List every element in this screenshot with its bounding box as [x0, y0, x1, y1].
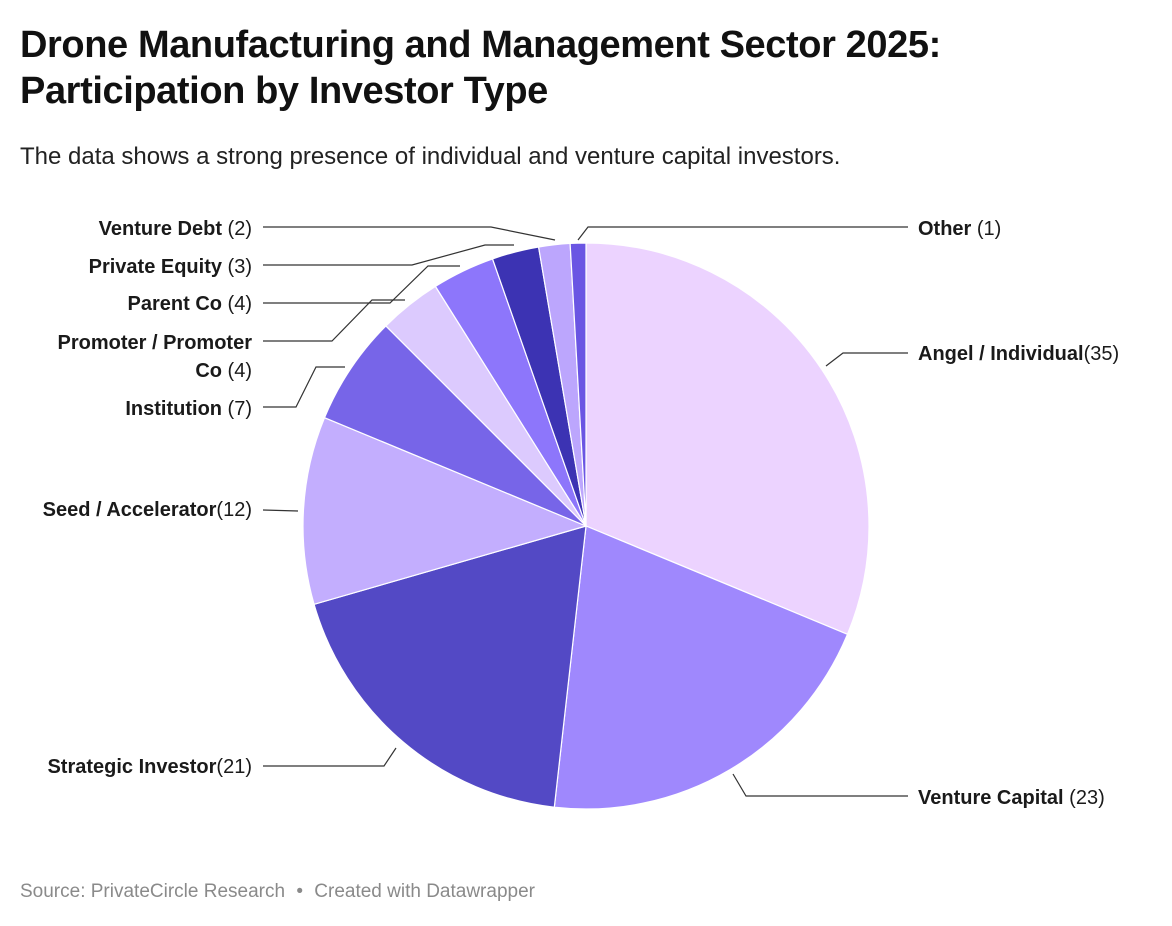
pie-slice-angel-individual [585, 242, 870, 635]
leader-line-private-equity [263, 244, 514, 266]
leader-line-venture-debt [263, 226, 556, 241]
leader-line-promoter-promoter-co [263, 299, 405, 342]
slice-label-angel-individual: Angel / Individual(35) [918, 343, 1119, 365]
slice-label-name: Co [195, 360, 222, 382]
slice-label-value: (7) [222, 398, 252, 420]
slice-label-name: Venture Capital [918, 787, 1064, 809]
leader-line-angel-individual [825, 352, 908, 367]
slice-label-name: Angel / Individual [918, 343, 1084, 365]
slice-label-strategic-investor: Strategic Investor(21) [47, 756, 252, 778]
slice-label-promoter-promoter-co: Promoter / Promoter Co (4) [58, 332, 253, 382]
slice-label-value: (23) [1064, 787, 1105, 809]
slice-label-name: Private Equity [89, 256, 223, 278]
slice-label-value: (35) [1084, 343, 1120, 365]
slice-labels: Angel / Individual(35) Venture Capital (2… [43, 218, 1120, 809]
leader-line-other [577, 226, 908, 241]
pie-slice-seed-accelerator [302, 417, 587, 605]
footer-separator: • [296, 881, 303, 902]
slice-label-other: Other (1) [918, 218, 1001, 240]
pie-slice-other [569, 242, 587, 527]
leader-line-venture-capital [732, 773, 908, 797]
credit-note: Created with Datawrapper [314, 881, 535, 902]
slice-label-value: (12) [216, 499, 252, 521]
slice-label-name: Venture Debt [99, 218, 223, 240]
source-note: Source: PrivateCircle Research [20, 881, 286, 902]
slice-label-value: (4) [222, 293, 252, 315]
leader-line-strategic-investor [263, 747, 397, 767]
slice-label-value: (21) [216, 756, 252, 778]
slice-label-name: Parent Co [128, 293, 222, 315]
slice-label-name: Other [918, 218, 972, 240]
chart-subtitle: The data shows a strong presence of indi… [20, 143, 841, 170]
slice-label-value: (1) [971, 218, 1001, 240]
slice-label-name: Institution [125, 398, 222, 420]
chart-title: Drone Manufacturing and Management Secto… [20, 24, 941, 112]
pie-slice-strategic-investor [313, 525, 587, 808]
slice-label-venture-debt: Venture Debt (2) [99, 218, 252, 240]
slice-label-institution: Institution (7) [125, 398, 252, 420]
pie-slice-venture-capital [553, 525, 849, 810]
slice-label-private-equity: Private Equity (3) [89, 256, 252, 278]
slice-label-venture-capital: Venture Capital (23) [918, 787, 1105, 809]
slice-label-name: Strategic Investor [47, 756, 216, 778]
pie-slices [302, 242, 870, 810]
slice-label-parent-co: Parent Co (4) [128, 293, 252, 315]
leader-line-seed-accelerator [262, 509, 299, 512]
slice-label-seed-accelerator: Seed / Accelerator(12) [43, 499, 252, 521]
slice-label-name: Promoter / Promoter [58, 332, 253, 354]
slice-label-value: (2) [222, 218, 252, 240]
slice-label-value: (3) [222, 256, 252, 278]
leader-lines [262, 226, 908, 797]
leader-line-parent-co [263, 265, 460, 304]
chart-footer: Source: PrivateCircle Research • Created… [20, 878, 1150, 906]
pie-chart: Angel / Individual(35) Venture Capital (2… [43, 218, 1120, 810]
leader-line-institution [263, 366, 345, 408]
slice-label-value: (4) [222, 360, 252, 382]
slice-label-name: Seed / Accelerator [43, 499, 217, 521]
